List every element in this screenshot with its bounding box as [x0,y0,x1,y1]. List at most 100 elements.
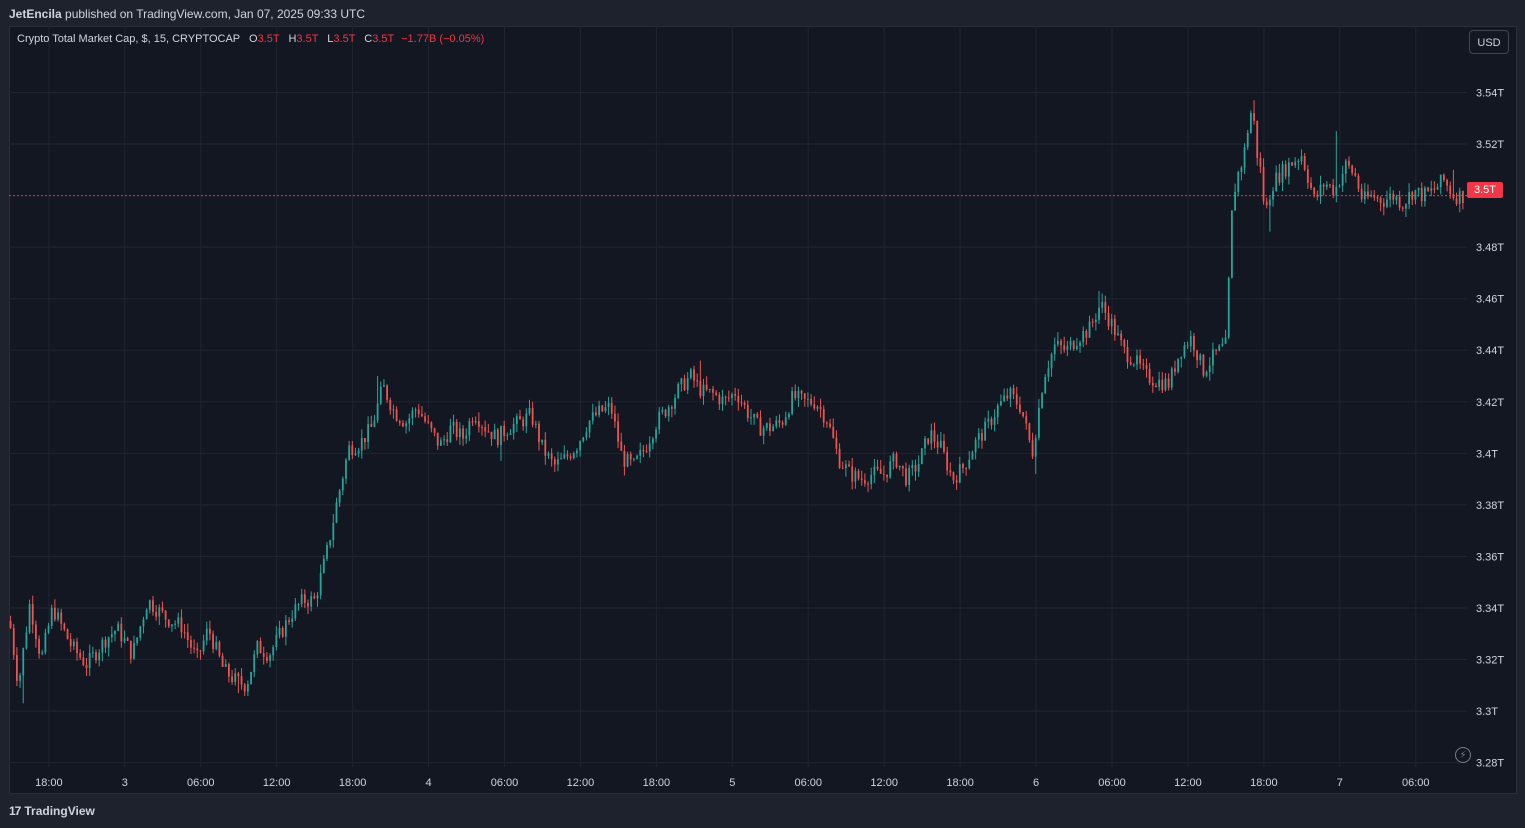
candle-body [585,432,588,438]
candle-body [642,449,645,452]
candle-body [1287,162,1290,177]
candle-body [531,407,534,425]
candle-body [228,664,230,677]
candle-body [1310,182,1312,188]
candle-body [1098,307,1100,320]
candle-body [221,655,224,667]
candle-body [813,404,816,409]
candle-body [962,464,964,468]
candle-body [171,624,173,627]
candle-body [522,419,525,427]
time-tick-label: 12:00 [263,777,291,789]
tradingview-logo-icon: 17 [9,804,21,818]
candle-body [1414,190,1417,200]
candle-body [844,464,847,469]
candle-body [354,453,357,455]
candle-body [803,393,806,399]
candle-body [1031,440,1034,457]
candle-body [79,653,82,658]
candle-body [1246,132,1249,148]
currency-button[interactable]: USD [1469,30,1509,54]
publish-text: published on TradingView.com, Jan 07, 20… [61,7,366,21]
candle-body [680,378,683,385]
candle-body [810,398,812,405]
candle-body [360,438,363,451]
candle-body [142,619,145,627]
tradingview-logo[interactable]: 17 TradingView [9,804,95,818]
candle-body [933,430,936,442]
candle-body [882,473,885,475]
candle-body [1189,336,1192,347]
candle-body [452,421,455,426]
candle-body [826,422,828,424]
candle-body [1341,173,1344,186]
candle-body [1354,173,1357,176]
candle-body [512,424,515,434]
candle-body [506,434,509,436]
candle-body [778,420,781,423]
candle-body [727,397,730,399]
candle-body [1332,184,1335,196]
candle-body [1161,379,1164,391]
lightning-icon[interactable]: ⚡ [1455,747,1471,763]
candle-body [95,652,97,661]
candle-body [246,684,249,692]
candle-body [731,394,733,398]
candle-body [417,409,420,414]
candle-body [750,417,752,419]
legend-open-label: O [249,33,258,45]
candle-body [1386,199,1388,207]
candle-body [1091,321,1094,323]
candle-body [1297,161,1300,163]
candle-body [129,640,132,659]
candle-body [1430,188,1433,191]
price-tick-label: 3.44T [1476,345,1504,357]
candle-body [1218,345,1221,351]
candle-body [1306,169,1309,183]
candle-body [1066,345,1069,350]
candle-body [405,423,407,427]
candle-body [743,402,746,405]
time-tick-label: 7 [1337,777,1343,789]
candle-body [1034,437,1037,457]
candle-body [110,634,113,638]
chart-area[interactable] [9,26,1517,794]
candle-body [446,439,449,443]
time-tick-label: 18:00 [643,777,671,789]
time-tick-label: 4 [425,777,431,789]
candle-body [186,632,189,640]
candle-body [990,418,993,425]
candle-body [791,391,794,414]
candle-body [898,465,901,468]
candle-body [367,423,370,443]
candle-body [664,409,667,417]
price-tick-label: 3.34T [1476,603,1504,615]
candle-body [1316,194,1319,197]
candle-body [240,676,243,685]
candle-body [91,652,94,654]
candle-body [177,617,180,624]
candle-body [12,627,15,656]
legend-change: −1.77B (−0.05%) [401,33,485,45]
candle-body [677,384,680,398]
candle-body [920,448,923,465]
candlestick-chart[interactable]: 3.54T 3.52T 3.48T 3.46T 3.44T 3.42T 3.4T 3.38T 3… [0,0,1525,796]
candle-body [993,417,996,425]
candle-body [753,413,756,418]
candle-body [949,470,952,473]
candle-body [1139,355,1142,364]
candle-body [234,673,237,683]
candle-body [1303,156,1306,170]
candle-body [158,607,161,617]
candle-body [854,470,857,482]
candle-body [693,369,695,381]
price-tick-label: 3.38T [1476,500,1504,512]
candle-body [76,641,78,654]
candle-body [534,423,537,425]
candle-body [1110,318,1113,327]
candle-body [297,604,300,606]
candle-body [965,467,968,469]
legend-close-label: C [364,33,373,45]
candle-body [544,439,547,456]
candle-body [1012,388,1015,395]
